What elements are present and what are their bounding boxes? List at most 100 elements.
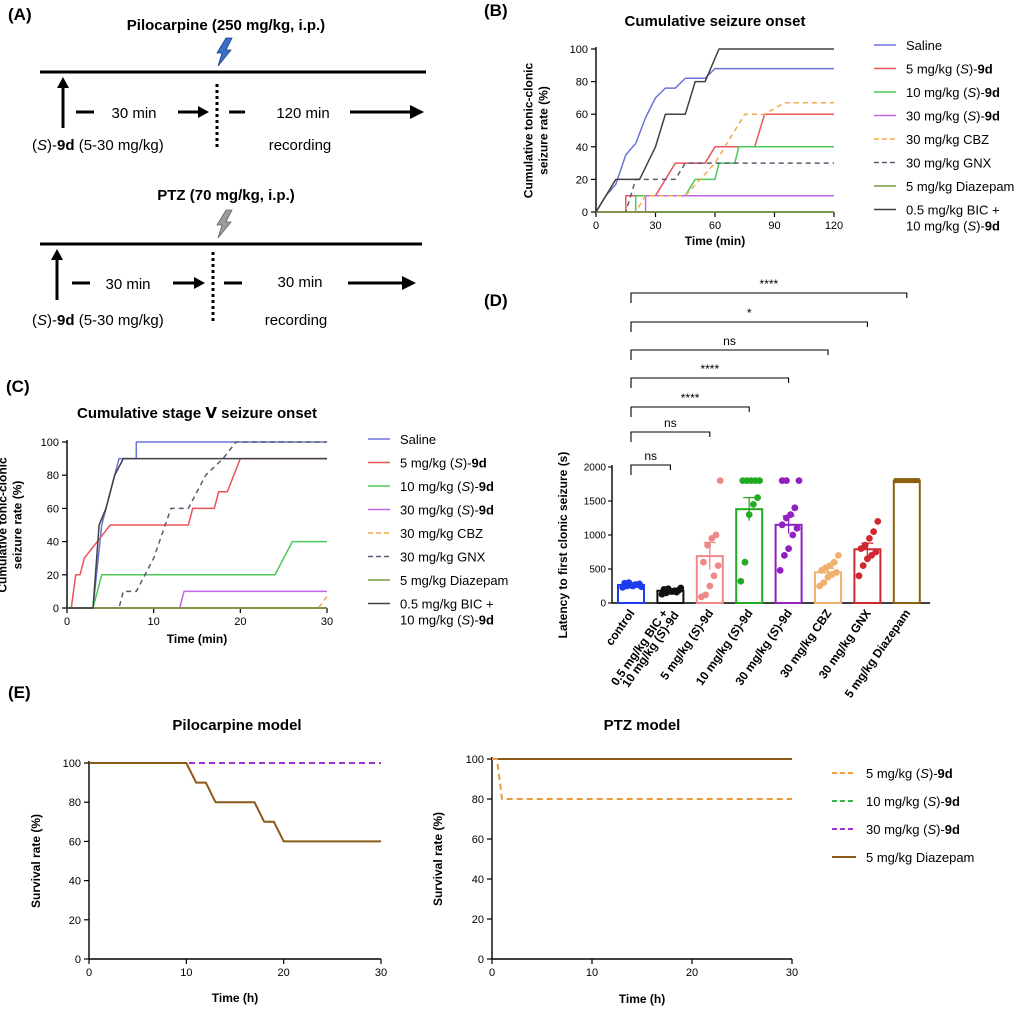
legend-label-bic-line2: 10 mg/kg (S)-9d xyxy=(400,613,494,628)
y-axis-label: Cumulative tonic-clonic xyxy=(0,457,10,593)
data-point-4 xyxy=(781,552,788,559)
series-line-e_dzp xyxy=(89,762,381,843)
x-tick-label: 10 xyxy=(586,967,598,979)
y-tick-label: 100 xyxy=(466,754,484,766)
pilo-record-duration: 120 min xyxy=(276,105,329,122)
legend-label-e_dzp: 5 mg/kg Diazepam xyxy=(866,850,974,865)
data-point-4 xyxy=(785,545,792,552)
panel-label-b: (B) xyxy=(484,1,508,20)
y-axis-label: seizure rate (%) xyxy=(537,86,551,175)
y-tick-label: 40 xyxy=(69,876,81,888)
y-tick-label: 40 xyxy=(576,142,588,154)
data-point-5 xyxy=(830,558,838,566)
panel-label-e: (E) xyxy=(8,683,31,702)
x-axis-label: Time (min) xyxy=(167,632,227,646)
x-tick-label: 60 xyxy=(709,220,721,232)
data-point-2 xyxy=(716,477,724,484)
pilo-title: Pilocarpine (250 mg/kg, i.p.) xyxy=(127,17,325,34)
data-point-4 xyxy=(789,531,797,539)
series-line-saline xyxy=(67,441,327,609)
significance-bracket xyxy=(630,464,671,475)
legend-label-e_d30: 30 mg/kg (S)-9d xyxy=(866,822,960,837)
bar-top-points-7 xyxy=(893,478,920,484)
data-point-5 xyxy=(820,579,828,586)
y-tick-label: 500 xyxy=(589,565,606,576)
chart-b-cumulative-seizure: Cumulative seizure onset 0 20 40 60 80 100 0 30 6… xyxy=(522,13,844,248)
x-tick-label: 90 xyxy=(768,220,780,232)
legend-label-dzp: 5 mg/kg Diazepam xyxy=(400,573,508,588)
pilo-wait-label: 30 min xyxy=(111,105,156,122)
y-axis-label: seizure rate (%) xyxy=(11,481,25,570)
legend-label-saline: Saline xyxy=(906,38,942,53)
ptz-dose-label: (S)-9d (5-30 mg/kg) xyxy=(32,312,164,329)
significance-bracket xyxy=(630,377,790,388)
x-axis-label: Time (h) xyxy=(619,992,665,1006)
legend-label-d10: 10 mg/kg (S)-9d xyxy=(906,85,1000,100)
legend-e: 5 mg/kg (S)-9d 10 mg/kg (S)-9d 30 mg/kg (S… xyxy=(832,766,974,865)
pilo-up-arrowhead xyxy=(57,77,69,88)
x-tick-label: 30 xyxy=(786,967,798,979)
lightning-icon-gray xyxy=(216,209,233,239)
significance-bracket xyxy=(630,292,908,303)
legend-label-d5: 5 mg/kg (S)-9d xyxy=(906,62,993,77)
series-line-bic xyxy=(67,457,327,609)
legend-label-cbz: 30 mg/kg CBZ xyxy=(400,526,483,541)
data-point-2 xyxy=(714,562,722,569)
x-tick-label: 20 xyxy=(234,616,246,628)
data-point-5 xyxy=(833,569,840,576)
ptz-recording-label: recording xyxy=(265,312,328,329)
legend-label-cbz: 30 mg/kg CBZ xyxy=(906,132,989,147)
chart-title: Cumulative seizure onset xyxy=(625,13,806,30)
y-tick-label: 1500 xyxy=(584,497,607,508)
y-tick-label: 100 xyxy=(41,437,59,449)
x-tick-label: 10 xyxy=(148,616,160,628)
ptz-title: PTZ (70 mg/kg, i.p.) xyxy=(157,187,295,204)
significance-label: **** xyxy=(760,277,779,291)
data-point-1 xyxy=(677,584,685,592)
legend-b: Saline 5 mg/kg (S)-9d 10 mg/kg (S)-9d 30 mg… xyxy=(874,38,1014,234)
data-point-3 xyxy=(756,477,763,484)
y-tick-label: 0 xyxy=(582,207,588,219)
legend-label-d30: 30 mg/kg (S)-9d xyxy=(400,503,494,518)
data-point-6 xyxy=(861,541,869,549)
series-line-cbz xyxy=(596,102,834,213)
legend-label-bic: 0.5 mg/kg BIC + xyxy=(906,203,1000,218)
y-tick-label: 0 xyxy=(600,599,606,610)
panel-label-d: (D) xyxy=(484,291,508,310)
data-point-6 xyxy=(855,572,863,580)
data-point-4 xyxy=(795,477,803,484)
data-point-2 xyxy=(712,531,720,539)
data-point-6 xyxy=(866,535,873,542)
x-tick-label: 10 xyxy=(180,967,192,979)
data-point-4 xyxy=(776,566,784,574)
chart-d-latency-bars: 0 500 1000 1500 2000 Latency to first clonic … xyxy=(556,277,930,700)
ptz-wait-label: 30 min xyxy=(105,276,150,293)
chart-title: Cumulative stage Ⅴ seizure onset xyxy=(77,405,317,422)
series-line-e_d5 xyxy=(492,758,792,800)
legend-label-saline: Saline xyxy=(400,432,436,447)
x-tick-label: 120 xyxy=(825,220,843,232)
data-point-4 xyxy=(778,521,786,529)
significance-label: **** xyxy=(681,391,700,405)
data-point-2 xyxy=(706,582,714,590)
pilo-dose-label: (S)-9d (5-30 mg/kg) xyxy=(32,137,164,154)
significance-bracket xyxy=(630,349,829,360)
legend-label-gnx: 30 mg/kg GNX xyxy=(906,156,992,171)
data-point-6 xyxy=(874,518,882,525)
significance-bracket xyxy=(630,431,711,442)
x-tick-label: 0 xyxy=(489,967,495,979)
y-axis-label: Survival rate (%) xyxy=(431,812,445,906)
data-point-4 xyxy=(793,524,801,532)
y-axis-label: Cumulative tonic-clonic xyxy=(522,63,536,199)
data-point-2 xyxy=(702,591,709,599)
data-point-5 xyxy=(835,552,842,559)
series-line-gnx xyxy=(596,162,834,213)
chart-title: Pilocarpine model xyxy=(172,717,301,734)
y-tick-label: 60 xyxy=(47,503,59,515)
legend-label-dzp: 5 mg/kg Diazepam xyxy=(906,179,1014,194)
y-tick-label: 20 xyxy=(47,570,59,582)
y-tick-label: 100 xyxy=(63,758,81,770)
y-tick-label: 60 xyxy=(576,109,588,121)
bar-4 xyxy=(774,523,803,604)
